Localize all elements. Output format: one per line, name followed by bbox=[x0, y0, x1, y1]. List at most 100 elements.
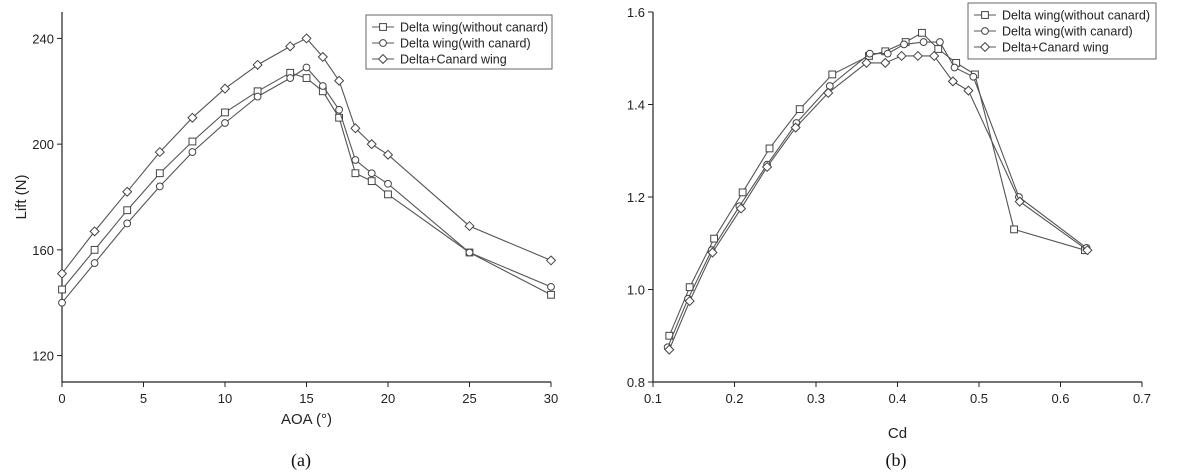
x-axis-label: Cd bbox=[888, 425, 907, 442]
chart-caption: (a) bbox=[291, 450, 311, 471]
data-point bbox=[366, 139, 377, 150]
data-point bbox=[664, 344, 675, 355]
data-point bbox=[56, 268, 68, 279]
data-point bbox=[90, 259, 99, 267]
series-diamond bbox=[56, 33, 557, 279]
legend: Delta wing(without canard) Delta wing(wit… bbox=[967, 2, 1157, 60]
data-point bbox=[828, 70, 837, 79]
data-point bbox=[382, 149, 394, 160]
data-point bbox=[221, 108, 229, 117]
data-point bbox=[188, 148, 197, 156]
data-point bbox=[188, 137, 197, 146]
data-point bbox=[896, 50, 907, 62]
y-tick-label: 0.8 bbox=[627, 375, 645, 390]
x-tick-label: 0.5 bbox=[970, 391, 988, 406]
legend-entry-label: Delta+Canard wing bbox=[1002, 41, 1109, 55]
data-point bbox=[384, 190, 392, 199]
series-circle bbox=[58, 63, 555, 307]
legend-box bbox=[365, 14, 553, 70]
data-point bbox=[155, 182, 164, 191]
y-tick-label: 1.6 bbox=[627, 5, 645, 20]
x-tick-label: 10 bbox=[218, 391, 232, 406]
data-point bbox=[286, 74, 295, 82]
series-line bbox=[668, 32, 1086, 337]
series-line bbox=[668, 55, 1088, 350]
data-point bbox=[795, 105, 804, 114]
y-tick-label: 1.4 bbox=[627, 98, 645, 113]
x-tick-label: 0 bbox=[58, 391, 65, 406]
data-point bbox=[333, 75, 345, 86]
chart-caption: (b) bbox=[886, 450, 907, 471]
chart-b-cl-vs-cd: 0.1 0.2 0.3 0.4 0.5 0.6 0.7 0.8 1.0 1.2 1.4 1.6 Cd (b… bbox=[627, 2, 1157, 471]
data-point bbox=[969, 72, 978, 81]
data-point bbox=[865, 49, 874, 58]
x-tick-label: 15 bbox=[299, 391, 313, 406]
data-point bbox=[547, 290, 555, 299]
data-point bbox=[900, 40, 908, 49]
data-point bbox=[123, 206, 132, 215]
x-tick-label: 0.7 bbox=[1133, 391, 1151, 406]
data-point bbox=[367, 177, 376, 186]
data-point bbox=[465, 248, 474, 257]
data-point bbox=[929, 50, 940, 62]
series-line bbox=[61, 66, 552, 304]
data-point bbox=[90, 245, 99, 254]
data-point bbox=[58, 298, 66, 307]
series-square bbox=[58, 68, 555, 299]
legend-swatch-marker bbox=[377, 53, 389, 65]
legend-entry-label: Delta+Canard wing bbox=[400, 53, 507, 67]
data-point bbox=[735, 203, 747, 214]
x-tick-label: 0.2 bbox=[725, 391, 743, 406]
series-circle bbox=[663, 38, 1091, 352]
data-point bbox=[384, 179, 392, 188]
data-point bbox=[919, 38, 928, 46]
data-point bbox=[154, 146, 165, 158]
legend-swatch-marker bbox=[379, 23, 387, 31]
data-point bbox=[1082, 245, 1093, 256]
data-point bbox=[317, 51, 328, 63]
data-point bbox=[367, 169, 376, 178]
data-point bbox=[89, 226, 100, 237]
data-point bbox=[335, 113, 344, 122]
data-point bbox=[253, 92, 262, 101]
data-point bbox=[790, 122, 801, 133]
y-tick-label: 1.0 bbox=[627, 283, 645, 298]
data-point bbox=[252, 59, 263, 70]
legend-swatch-marker bbox=[981, 27, 989, 35]
data-point bbox=[187, 112, 198, 123]
data-point bbox=[58, 285, 66, 294]
legend-entry-label: Delta wing(with canard) bbox=[1002, 25, 1133, 39]
legend-entry-label: Delta wing(with canard) bbox=[400, 37, 531, 51]
data-point bbox=[823, 87, 834, 99]
series-line bbox=[667, 41, 1087, 348]
data-point bbox=[935, 38, 944, 46]
data-point bbox=[963, 85, 974, 96]
legend-swatch-marker bbox=[981, 11, 989, 19]
data-point bbox=[122, 186, 133, 197]
data-point bbox=[545, 255, 557, 266]
data-point bbox=[950, 63, 959, 72]
y-tick-label: 160 bbox=[32, 243, 54, 258]
data-point bbox=[221, 119, 229, 127]
x-tick-label: 0.1 bbox=[644, 391, 662, 406]
y-tick-label: 240 bbox=[32, 31, 54, 46]
y-tick-label: 1.2 bbox=[627, 190, 645, 205]
data-point bbox=[155, 169, 164, 178]
data-point bbox=[335, 105, 344, 114]
legend-box bbox=[967, 2, 1157, 60]
data-point bbox=[318, 82, 327, 90]
legend: Delta wing(without canard) Delta wing(wit… bbox=[365, 14, 553, 70]
x-tick-label: 0.3 bbox=[807, 391, 825, 406]
legend-swatch-marker bbox=[379, 39, 387, 47]
chart-a-lift-vs-aoa: 0 5 10 15 20 25 30 120 160 200 240 AOA (°) Lift (N) (… bbox=[13, 12, 558, 471]
data-point bbox=[825, 82, 834, 90]
data-point bbox=[547, 282, 555, 291]
data-point bbox=[738, 188, 747, 197]
data-point bbox=[934, 45, 943, 53]
data-point bbox=[350, 123, 361, 134]
x-tick-label: 20 bbox=[381, 391, 395, 406]
data-point bbox=[219, 83, 231, 94]
data-point bbox=[765, 144, 774, 153]
series-square bbox=[665, 28, 1089, 340]
data-point bbox=[707, 247, 718, 258]
